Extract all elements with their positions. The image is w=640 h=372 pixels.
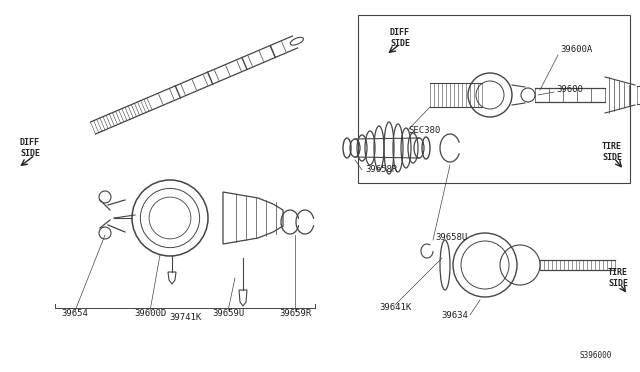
Text: 39658R: 39658R xyxy=(365,165,397,174)
Bar xyxy=(358,15,630,183)
Text: 39600: 39600 xyxy=(556,85,583,94)
Text: DIFF
SIDE: DIFF SIDE xyxy=(20,138,40,158)
Text: 39741K: 39741K xyxy=(169,313,201,322)
Text: 39634: 39634 xyxy=(442,311,468,320)
Text: 39641K: 39641K xyxy=(379,303,411,312)
Text: DIFF
SIDE: DIFF SIDE xyxy=(390,28,410,48)
Text: TIRE
SIDE: TIRE SIDE xyxy=(608,268,628,288)
Text: TIRE
SIDE: TIRE SIDE xyxy=(602,142,622,162)
Text: SEC380: SEC380 xyxy=(408,126,440,135)
Text: 39658U: 39658U xyxy=(435,233,467,242)
Text: 39659R: 39659R xyxy=(279,309,311,318)
Text: 39600A: 39600A xyxy=(560,45,592,54)
Text: 39654: 39654 xyxy=(61,309,88,318)
Text: S396000: S396000 xyxy=(580,351,612,360)
Text: 39659U: 39659U xyxy=(212,309,244,318)
Text: 39600D: 39600D xyxy=(134,309,166,318)
